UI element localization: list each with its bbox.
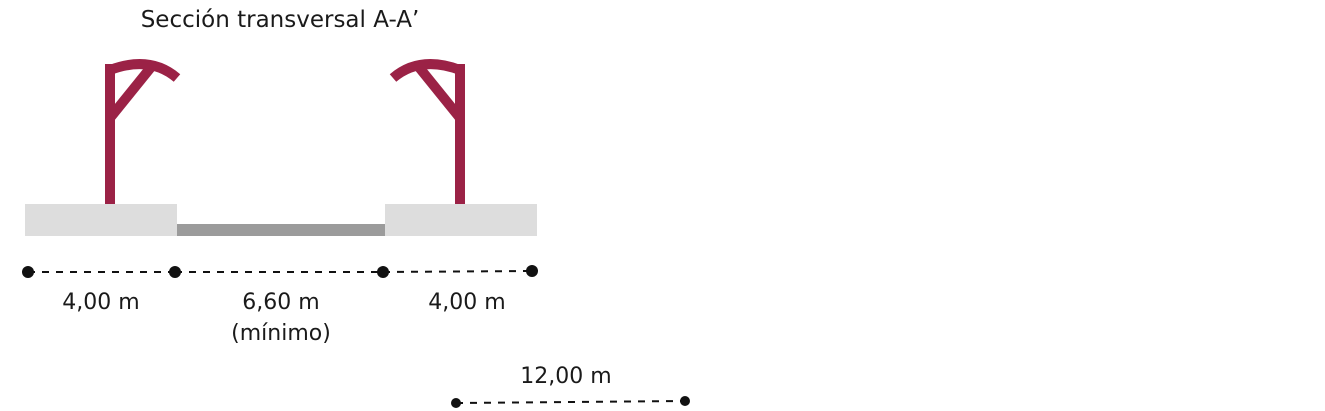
- dim-line-sidewalk-right: [382, 270, 533, 273]
- lamp-brace-right: [414, 62, 464, 122]
- dim-label-sidewalk-left: 4,00 m: [62, 290, 139, 315]
- street-lamp-icon: [105, 59, 181, 204]
- dim-point: [526, 265, 538, 277]
- dimension-line-total: 12,00 m: [451, 364, 690, 408]
- street-lamp-icon: [389, 59, 465, 204]
- dim-label-sidewalk-right: 4,00 m: [428, 290, 505, 315]
- street-lamp-right: [389, 59, 465, 204]
- dim-label-roadway: 6,60 m: [242, 290, 319, 315]
- dim-point: [680, 396, 690, 406]
- sidewalk-left: [25, 204, 177, 236]
- roadway: [177, 224, 385, 236]
- dim-line-total: [455, 400, 686, 404]
- dim-point: [451, 398, 461, 408]
- dim-point: [22, 266, 34, 278]
- dimension-line-sections: [22, 265, 538, 278]
- dim-label-roadway-note: (mínimo): [231, 321, 331, 346]
- diagram-title: Sección transversal A-A’: [141, 7, 420, 33]
- dim-point: [377, 266, 389, 278]
- dim-label-total: 12,00 m: [520, 364, 611, 389]
- dim-point: [169, 266, 181, 278]
- sidewalk-right: [385, 204, 537, 236]
- lamp-brace-left: [106, 62, 156, 122]
- street-lamp-left: [105, 59, 181, 204]
